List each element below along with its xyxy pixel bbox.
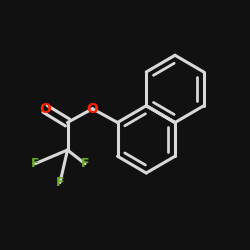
Text: O: O — [39, 102, 51, 116]
Text: F: F — [81, 157, 89, 170]
Text: O: O — [86, 102, 99, 116]
Text: F: F — [31, 157, 39, 170]
Text: F: F — [56, 176, 64, 189]
